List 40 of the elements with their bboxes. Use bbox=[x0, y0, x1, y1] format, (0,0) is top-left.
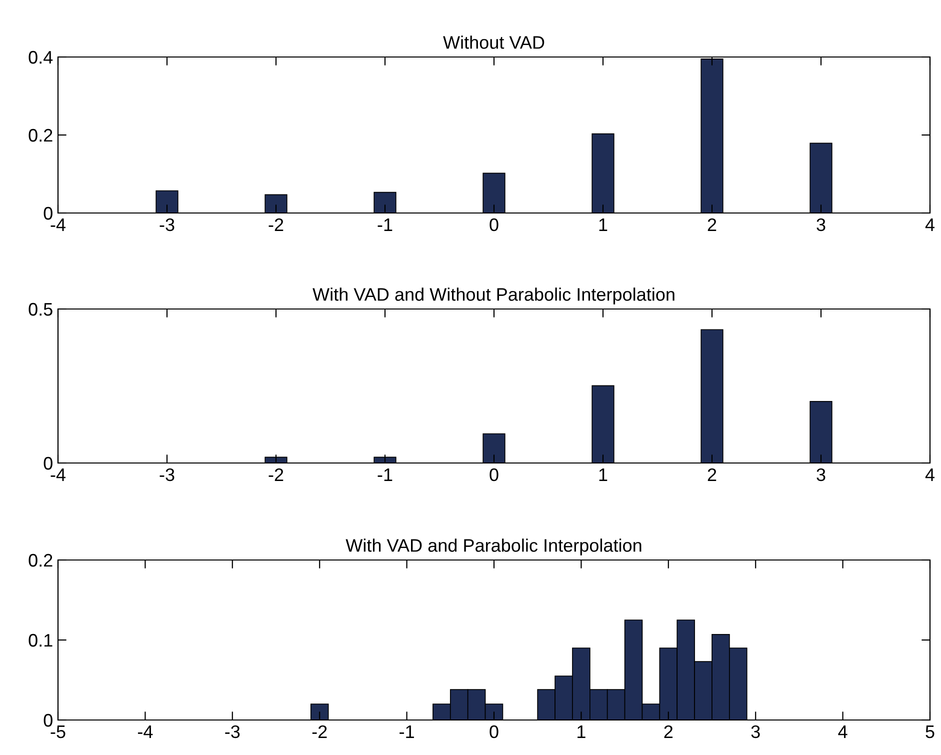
x-tick-label: 4 bbox=[925, 218, 934, 231]
y-tick-label: 0 bbox=[44, 714, 52, 727]
x-tick-label: 0 bbox=[490, 218, 498, 232]
y-tick-label: 0.4 bbox=[28, 50, 53, 64]
x-tick-label: -2 bbox=[268, 468, 284, 481]
x-tick-label: 4 bbox=[925, 468, 934, 481]
y-tick-label: 0 bbox=[44, 206, 52, 220]
x-tick-label: -3 bbox=[160, 218, 174, 232]
chart-title: With VAD and Parabolic Interpolation bbox=[346, 538, 642, 556]
x-tick-label: 3 bbox=[816, 218, 826, 232]
x-tick-label: 3 bbox=[751, 725, 760, 738]
x-tick-label: -3 bbox=[160, 468, 174, 482]
x-tick-label: 4 bbox=[838, 726, 848, 738]
chart-title: Without VAD bbox=[443, 36, 544, 49]
x-tick-label: -2 bbox=[268, 218, 284, 231]
x-tick-label: 0 bbox=[490, 468, 498, 482]
chart-title: With VAD and Without Parabolic Interpolation bbox=[312, 288, 674, 304]
x-tick-label: -4 bbox=[50, 468, 66, 481]
x-tick-label: -5 bbox=[50, 726, 66, 738]
y-tick-label: 0.1 bbox=[28, 634, 52, 647]
y-tick-label: 0.5 bbox=[28, 302, 52, 316]
x-tick-label: 1 bbox=[599, 468, 608, 481]
x-tick-label: 1 bbox=[599, 218, 608, 231]
x-tick-label: -1 bbox=[378, 218, 392, 231]
x-tick-label: 2 bbox=[708, 218, 716, 231]
x-tick-label: 2 bbox=[708, 468, 716, 481]
y-tick-label: 0.2 bbox=[28, 128, 52, 142]
y-tick-label: 0 bbox=[44, 456, 52, 470]
x-tick-label: 2 bbox=[664, 725, 673, 738]
x-tick-label: -1 bbox=[400, 726, 414, 738]
x-tick-label: -4 bbox=[50, 218, 66, 231]
y-tick-label: 0.2 bbox=[28, 554, 52, 567]
x-tick-label: 5 bbox=[926, 726, 934, 738]
x-tick-label: 1 bbox=[578, 726, 586, 738]
x-tick-label: -1 bbox=[378, 468, 392, 481]
x-tick-label: 0 bbox=[490, 725, 498, 738]
x-tick-label: -3 bbox=[225, 725, 240, 738]
x-tick-label: -2 bbox=[312, 725, 327, 738]
x-tick-label: 3 bbox=[816, 468, 826, 482]
x-tick-label: -4 bbox=[138, 726, 153, 738]
